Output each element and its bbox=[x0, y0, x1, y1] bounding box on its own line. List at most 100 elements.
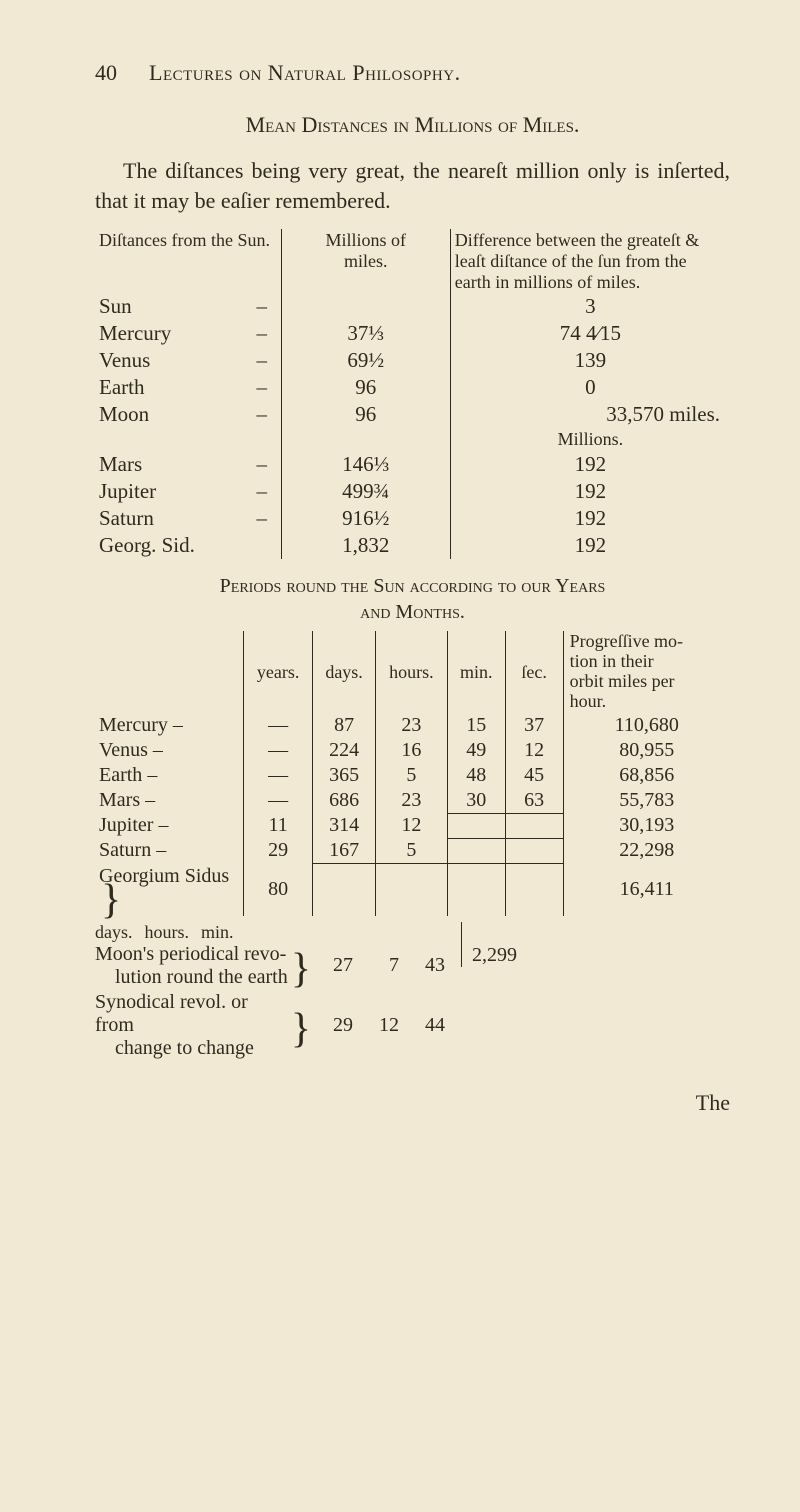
moon-periodical-line2: lution round the earth bbox=[95, 966, 289, 989]
min-cell: 48 bbox=[447, 763, 505, 788]
diff-cell: 0 bbox=[450, 374, 730, 401]
min-cell: 15 bbox=[447, 713, 505, 738]
miles-cell: 499¾ bbox=[281, 478, 450, 505]
catchword: The bbox=[95, 1090, 730, 1116]
miles-head: Millions of miles. bbox=[281, 229, 450, 293]
diff-cell: 192 bbox=[450, 478, 730, 505]
moon-left-col: days. hours. min. Moon's periodical revo… bbox=[95, 922, 445, 1060]
table-row: Millions. bbox=[95, 428, 730, 451]
min-cell bbox=[447, 813, 505, 838]
miles-cell: 916½ bbox=[281, 505, 450, 532]
miles-cell: 69½ bbox=[281, 347, 450, 374]
sec-cell: 12 bbox=[505, 738, 563, 763]
days-cell: 314 bbox=[313, 813, 376, 838]
min-cell bbox=[447, 838, 505, 864]
dash: – bbox=[252, 320, 281, 347]
moon-periodical-prog: 2,299 bbox=[472, 944, 517, 967]
diff-head-2: leaſt diſtance of the ſun from the bbox=[455, 251, 687, 271]
dash: – bbox=[252, 293, 281, 320]
body-name: Saturn bbox=[95, 505, 252, 532]
prog-cell: 30,193 bbox=[563, 813, 730, 838]
body-name: Jupiter bbox=[95, 478, 252, 505]
hours-cell: 5 bbox=[375, 838, 447, 864]
prog-head-1: Progreſſive mo- bbox=[570, 631, 683, 651]
table-row: Mars – — 686 23 30 63 55,783 bbox=[95, 788, 730, 814]
prog-cell: 80,955 bbox=[563, 738, 730, 763]
body-name: Jupiter bbox=[99, 814, 153, 836]
dash: – bbox=[252, 374, 281, 401]
moon-prog-col: 2,299 bbox=[461, 922, 517, 967]
table-row: Georgium Sidus } 80 16,411 bbox=[95, 864, 730, 916]
table-row: Mercury – 37⅓ 74 4⁄15 bbox=[95, 320, 730, 347]
dash: – bbox=[156, 839, 166, 861]
hours-cell: 16 bbox=[375, 738, 447, 763]
miles-head-2: miles. bbox=[344, 251, 388, 271]
dash: – bbox=[252, 478, 281, 505]
diff-head-3: earth in millions of miles. bbox=[455, 272, 640, 292]
years-cell: — bbox=[244, 713, 313, 738]
prog-head-2: tion in their bbox=[570, 651, 654, 671]
diff-head-1: Difference between the greateſt & bbox=[455, 230, 700, 250]
miles-cell: 96 bbox=[281, 401, 450, 428]
moon-periodical-line1: Moon's periodical revo- bbox=[95, 943, 289, 966]
table-row: Earth – — 365 5 48 45 68,856 bbox=[95, 763, 730, 788]
sec-cell bbox=[505, 838, 563, 864]
brace-icon: } bbox=[101, 892, 121, 909]
moon-synodical-min: 44 bbox=[411, 1014, 445, 1037]
min-cell: 30 bbox=[447, 788, 505, 814]
miles-cell: 1,832 bbox=[281, 532, 450, 559]
col-sec: ſec. bbox=[505, 631, 563, 712]
diff-cell: 139 bbox=[450, 347, 730, 374]
body-name: Earth bbox=[99, 764, 142, 786]
periods-table: years. days. hours. min. ſec. Progreſſiv… bbox=[95, 631, 730, 915]
millions-label: Millions. bbox=[450, 428, 730, 451]
years-cell: 80 bbox=[244, 864, 313, 916]
moon-synodical-days: 29 bbox=[319, 1014, 353, 1037]
dash bbox=[252, 532, 281, 559]
sec-cell: 45 bbox=[505, 763, 563, 788]
body-name: Mercury bbox=[99, 714, 168, 736]
body-name: Sun bbox=[95, 293, 252, 320]
days-cell: 224 bbox=[313, 738, 376, 763]
table-header-row: Diſtances from the Sun. Millions of mile… bbox=[95, 229, 730, 293]
sec-cell: 63 bbox=[505, 788, 563, 814]
moon-periodical-days: 27 bbox=[319, 954, 353, 977]
moon-periodical-hours: 7 bbox=[365, 954, 399, 977]
dash: – bbox=[153, 739, 163, 761]
body-name: Mars bbox=[95, 451, 252, 478]
dash: – bbox=[252, 347, 281, 374]
dash: – bbox=[173, 714, 183, 736]
col-days: days. bbox=[313, 631, 376, 712]
dash: – bbox=[252, 401, 281, 428]
miles-cell: 146⅓ bbox=[281, 451, 450, 478]
moon-periodical-min: 43 bbox=[411, 954, 445, 977]
table-row: Venus – 69½ 139 bbox=[95, 347, 730, 374]
table-row: Moon – 96 33,570 miles. bbox=[95, 401, 730, 428]
body-name: Earth bbox=[95, 374, 252, 401]
min-cell: 49 bbox=[447, 738, 505, 763]
prog-head-3: orbit miles per bbox=[570, 671, 675, 691]
header-line: 40 Lectures on Natural Philosophy. bbox=[95, 60, 730, 86]
moon-synodical-hours: 12 bbox=[365, 1014, 399, 1037]
hours-cell: 5 bbox=[375, 763, 447, 788]
days-cell: 365 bbox=[313, 763, 376, 788]
dash: – bbox=[145, 789, 155, 811]
col-years: years. bbox=[244, 631, 313, 712]
diff-cell: 192 bbox=[450, 451, 730, 478]
dash: – bbox=[147, 764, 157, 786]
table-row: Jupiter – 11 314 12 30,193 bbox=[95, 813, 730, 838]
dash: – bbox=[158, 814, 168, 836]
days-cell: 686 bbox=[313, 788, 376, 814]
col-min: min. bbox=[447, 631, 505, 712]
dash: – bbox=[252, 505, 281, 532]
diff-cell: 74 4⁄15 bbox=[450, 320, 730, 347]
periods-title-line2: and Months. bbox=[360, 601, 465, 623]
years-cell: — bbox=[244, 763, 313, 788]
label-days: days. bbox=[95, 922, 133, 943]
dash: – bbox=[252, 451, 281, 478]
moon-block: days. hours. min. Moon's periodical revo… bbox=[95, 922, 730, 1060]
hours-cell: 23 bbox=[375, 788, 447, 814]
body-name: Georg. Sid. bbox=[95, 532, 252, 559]
sec-cell bbox=[505, 813, 563, 838]
years-cell: 29 bbox=[244, 838, 313, 864]
